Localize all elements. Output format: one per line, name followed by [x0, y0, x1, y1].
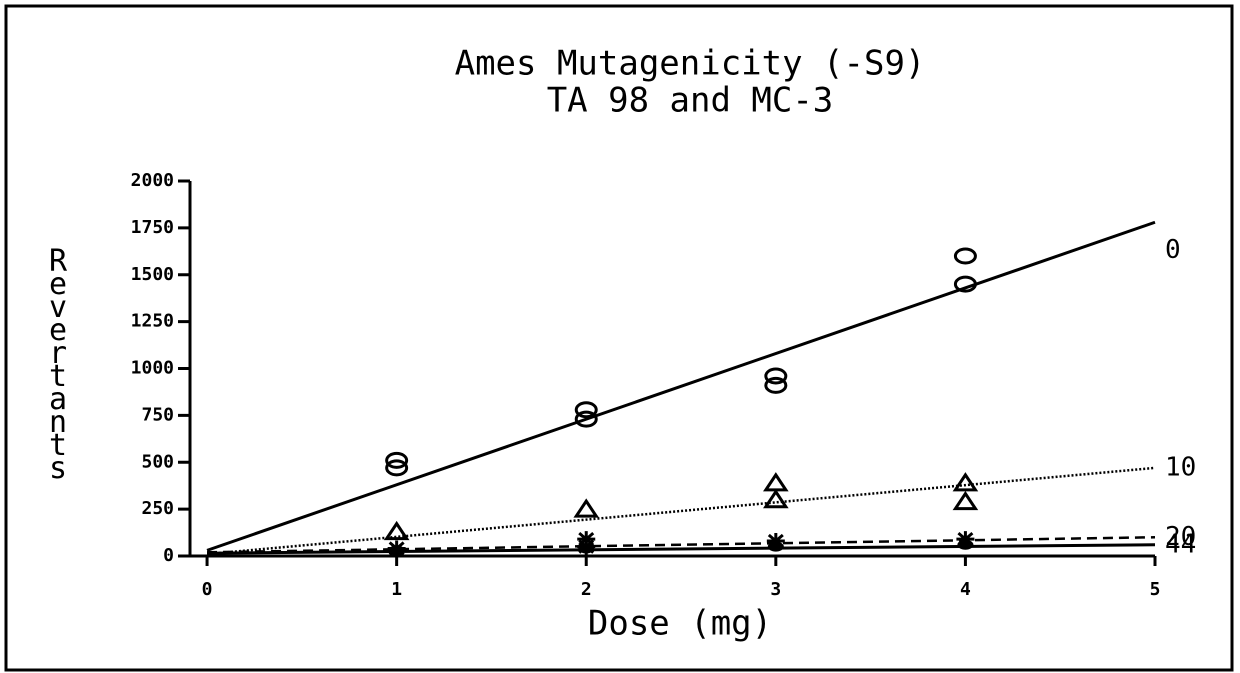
y-tick-label: 0: [163, 545, 174, 566]
point: [953, 247, 977, 265]
point: [767, 541, 784, 552]
y-tick-label: 1750: [131, 217, 174, 238]
series-label: 0: [1165, 235, 1181, 265]
point: [952, 472, 979, 492]
point: [578, 543, 595, 554]
y-tick-label: 750: [141, 404, 174, 425]
x-tick-label: 3: [770, 579, 781, 600]
x-tick-label: 0: [202, 579, 213, 600]
y-tick-label: 1250: [131, 311, 174, 332]
point: [952, 490, 979, 511]
fit-line: [206, 220, 1156, 552]
point: [573, 498, 600, 518]
point: [574, 410, 598, 428]
point: [385, 451, 409, 469]
series-label: 20: [1165, 522, 1196, 552]
y-tick-label: 1500: [131, 264, 174, 285]
y-tick-label: 500: [141, 451, 174, 472]
point: [763, 489, 789, 509]
point: [953, 275, 977, 293]
point: [957, 539, 974, 550]
series-label: 10: [1165, 452, 1196, 482]
x-tick-label: 4: [960, 579, 971, 600]
point: [956, 531, 975, 548]
chart-subtitle: TA 98 and MC-3: [547, 81, 834, 121]
point: [383, 520, 410, 541]
fit-line: [206, 466, 1156, 556]
point: [763, 472, 789, 492]
x-tick-label: 5: [1150, 579, 1161, 600]
y-tick-label: 1000: [131, 358, 174, 379]
point: [764, 376, 788, 394]
x-tick-label: 1: [391, 579, 402, 600]
point: [385, 459, 409, 477]
point: [766, 533, 785, 549]
series-label: 44: [1165, 529, 1196, 559]
frame: [4, 4, 1234, 672]
point: [388, 545, 405, 556]
chart-title: Ames Mutagenicity (-S9): [455, 44, 926, 84]
y-tick-label: 250: [141, 498, 174, 519]
y-tick-label: 2000: [131, 170, 174, 191]
point: [764, 367, 788, 385]
x-tick-label: 2: [581, 579, 592, 600]
point: [574, 401, 598, 419]
fit-line: [207, 543, 1156, 555]
x-axis-title: Dose (mg): [588, 604, 772, 644]
fit-line: [207, 536, 1156, 554]
